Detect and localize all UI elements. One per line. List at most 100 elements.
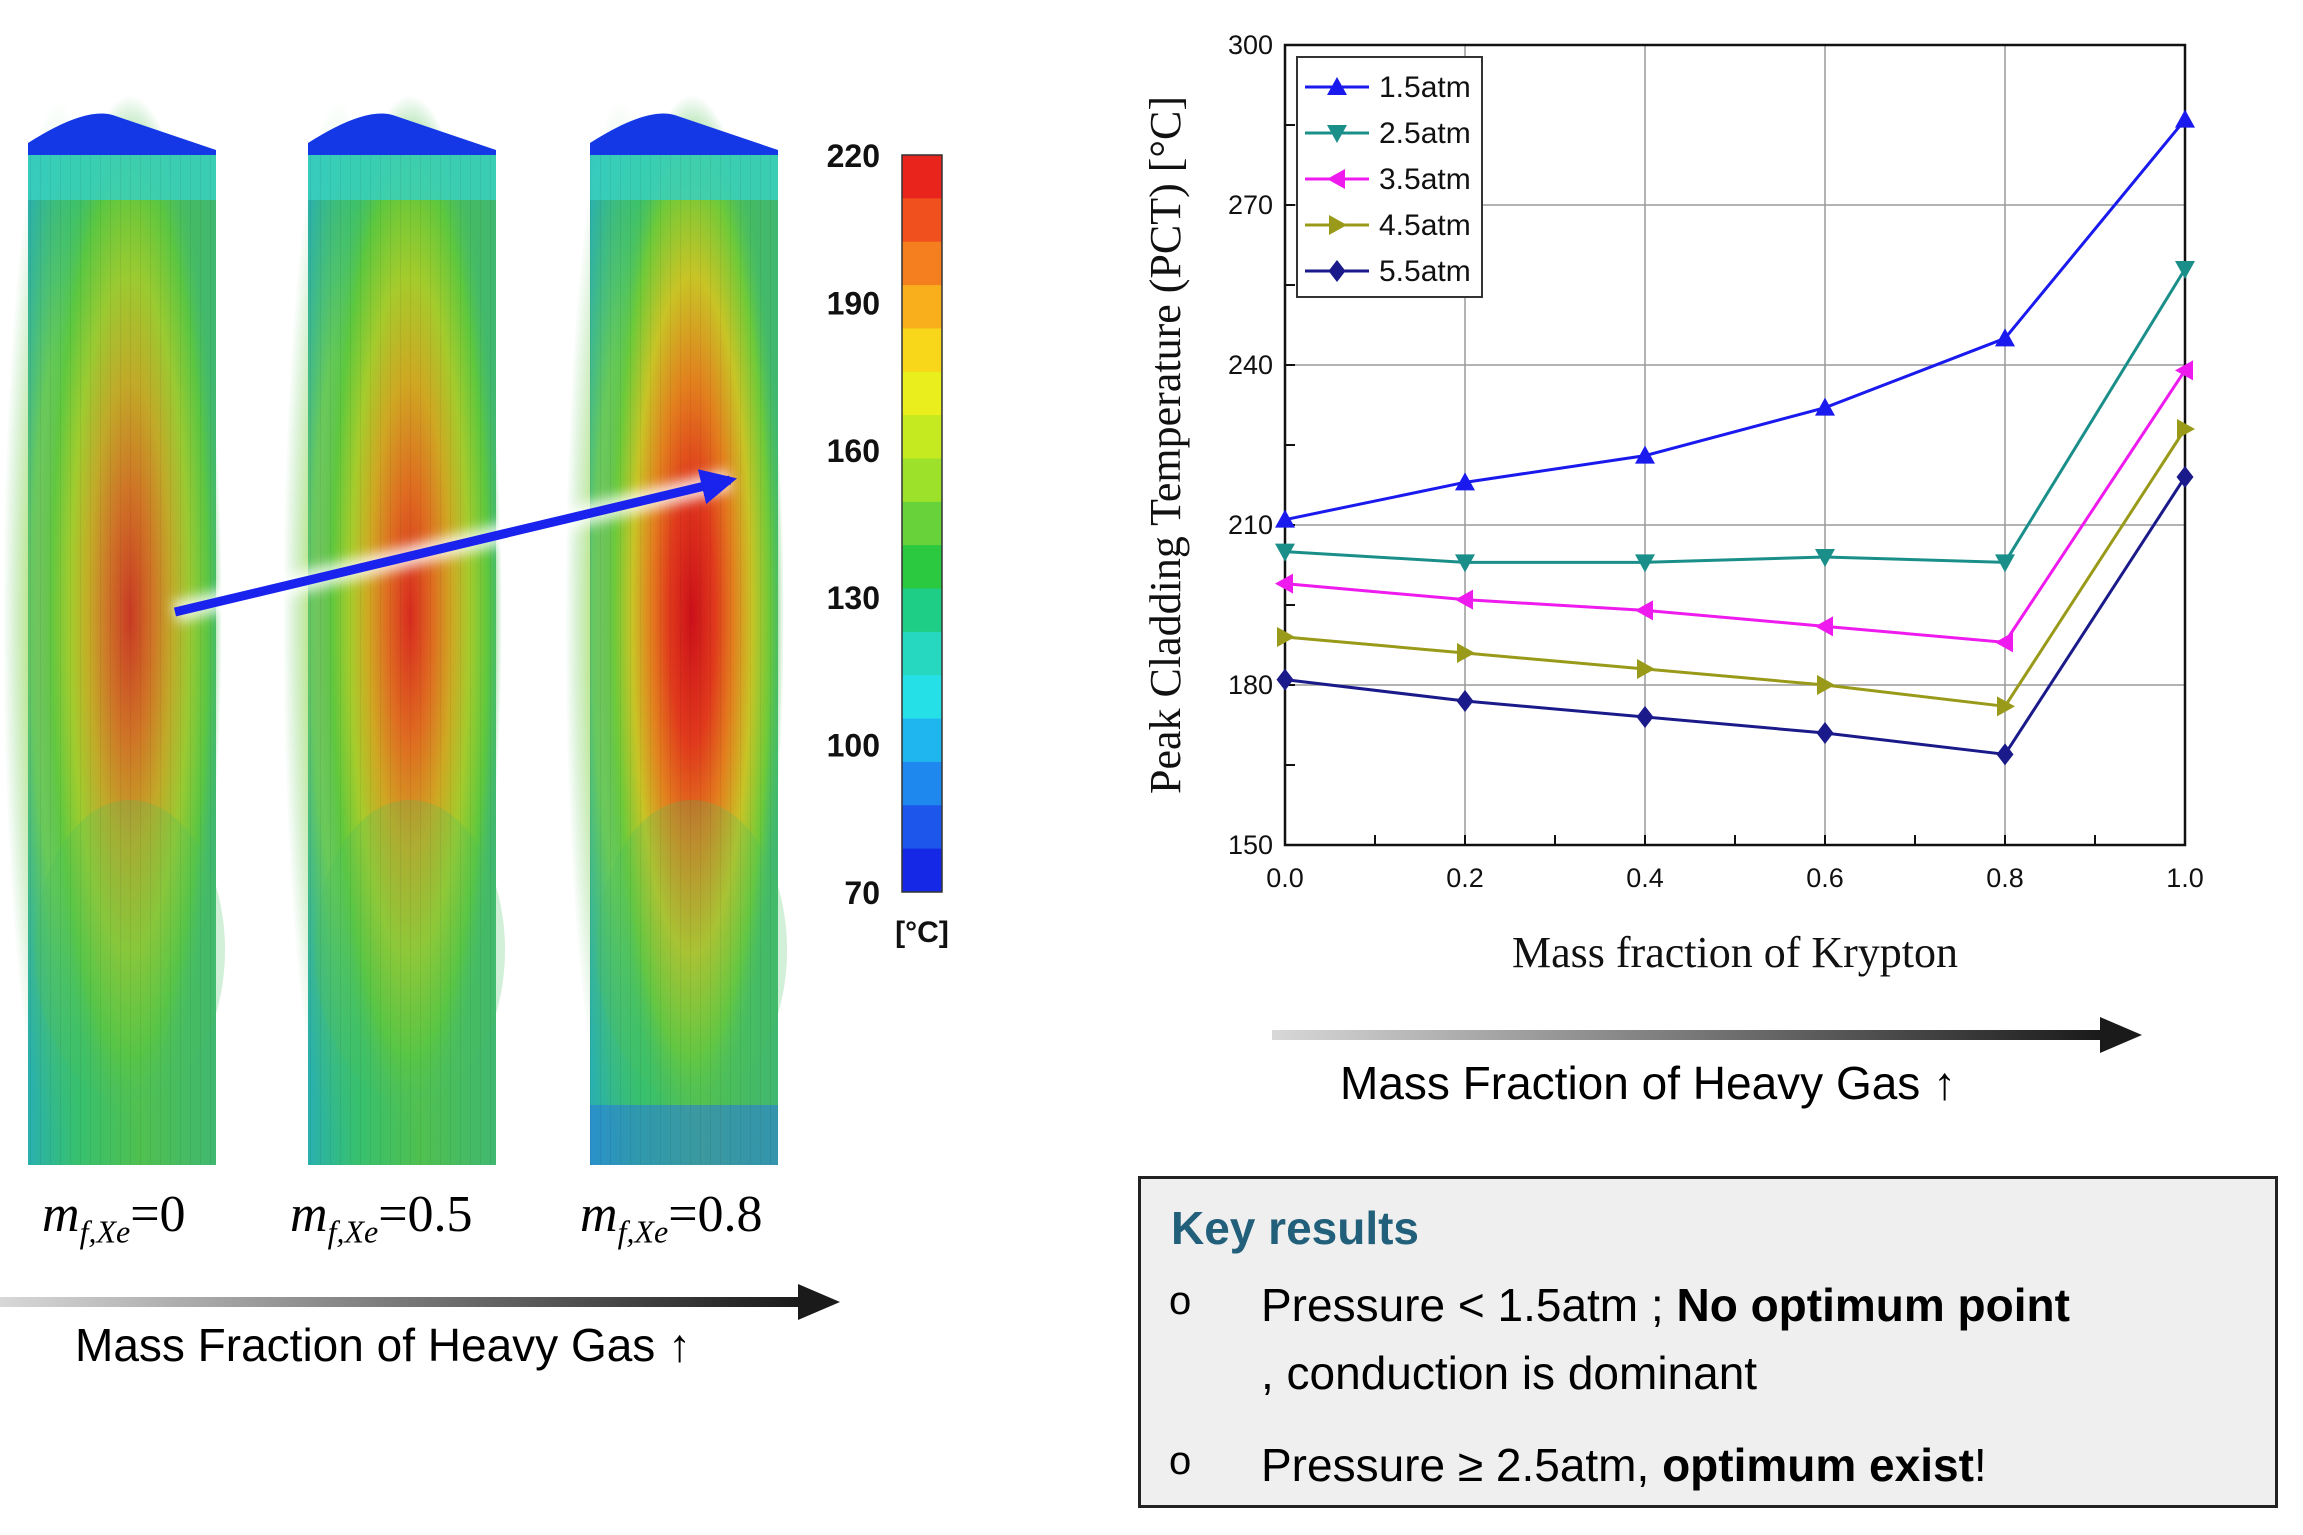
x-tick-label: 1.0 [2166,863,2204,893]
y-axis-label: Peak Cladding Temperature (PCT) [°C] [1141,96,1190,794]
series-line [1284,369,2187,644]
data-point [1815,616,1833,637]
data-point [1457,643,1475,663]
colorbar-swatch [902,761,942,806]
legend-item: 1.5atm [1305,71,1471,104]
data-point [1327,169,1345,189]
data-point [1455,554,1475,573]
trend-arrow [173,469,738,617]
colorbar-tick-label: 100 [827,728,880,764]
key-result-text: ! [1973,1439,1987,1491]
colorbar-swatch [902,718,942,763]
data-point [1635,600,1653,621]
data-point [1329,215,1347,235]
colorbar-swatch [902,415,942,459]
data-point [1997,696,2015,717]
chart-panel: 0.0 0.2 0.4 0.6 0.8 1.0 150 180 210 240 270 300 Mass… [1100,20,2303,1050]
legend-item: 5.5atm [1305,255,1471,288]
data-point [1995,554,2015,573]
data-point [1327,125,1347,143]
colorbar-tick-label: 220 [827,138,880,174]
x-tick-label: 0.8 [1986,863,2024,893]
case-label: mf,Xe=0.5 [290,1186,473,1250]
colorbar-swatch [902,675,942,720]
case-label: mf,Xe=0.8 [580,1186,763,1250]
data-point [1455,589,1473,610]
data-point [1636,706,1654,728]
colorbar-swatch [902,198,942,243]
legend-label: 4.5atm [1379,209,1471,242]
data-point [1637,659,1655,679]
colorbar: 220 190 160 130 100 70 [°C] [827,138,949,949]
colorbar-swatch [902,588,942,633]
data-point [1995,328,2015,347]
data-point [1276,668,1294,691]
x-tick-label: 0.6 [1806,863,1844,893]
key-result-text: Pressure ≥ 2.5atm, [1261,1439,1663,1491]
legend-item: 2.5atm [1305,117,1471,150]
series-line [1284,268,2187,564]
x-tick-label: 0.4 [1626,863,1664,893]
colorbar-swatch [902,241,942,286]
key-result-emphasis: No optimum point [1676,1279,2070,1331]
data-point [2175,109,2195,128]
data-point [1456,690,1474,712]
colorbar-unit-label: [°C] [895,916,949,949]
data-point [1996,743,2014,766]
right-axis-label: Mass Fraction of Heavy Gas ↑ [1340,1057,1957,1109]
contour-rod [565,95,787,1165]
right-increase-arrow [1272,1017,2142,1053]
x-tick-label: 0.2 [1446,863,1484,893]
chart-legend: 1.5atm 2.5atm 3.5atm 4.5atm 5.5atm [1296,56,1483,298]
data-point [1815,549,1835,567]
colorbar-swatch [902,805,942,850]
x-axis-label: Mass fraction of Krypton [1512,928,1958,977]
data-point [1995,632,2013,653]
legend-label: 5.5atm [1379,255,1471,288]
data-point [1327,77,1347,95]
key-result-emphasis: optimum exist [1662,1439,1974,1491]
data-point [1275,573,1293,594]
colorbar-swatch [902,371,942,416]
colorbar-tick-label: 190 [827,285,880,321]
y-tick-label: 300 [1228,30,1273,60]
colorbar-swatch [902,328,942,373]
data-point [2177,419,2195,439]
legend-label: 2.5atm [1379,117,1471,150]
bullet-marker: o [1169,1279,1192,1323]
series-1.5atm [1275,109,2195,528]
colorbar-swatch [902,458,942,503]
colorbar-swatch [902,631,942,676]
y-tick-label: 180 [1228,670,1273,700]
case-label: mf,Xe=0 [42,1186,186,1250]
data-point [2175,261,2195,279]
colorbar-tick-label: 160 [827,433,880,469]
data-point [2176,466,2194,488]
series-4.5atm [1277,419,2195,717]
series-line [1284,428,2187,708]
data-point [1635,445,1655,464]
data-point [1815,397,1835,416]
contour-panel: 220 190 160 130 100 70 [°C] mf,Xe=0 mf,Xe=0.5 mf… [0,0,1000,1400]
key-result-text: , conduction is dominant [1261,1347,1758,1399]
contour-rod [283,95,505,1165]
legend-item: 3.5atm [1305,163,1471,196]
bullet-marker: o [1169,1439,1192,1483]
series-line [1284,476,2187,756]
key-results-title: Key results [1171,1202,1420,1254]
contour-rod [3,95,225,1165]
legend-label: 3.5atm [1379,163,1471,196]
colorbar-swatch [902,501,942,546]
legend-label: 1.5atm [1379,71,1471,104]
data-point [1817,675,1835,695]
y-tick-label: 270 [1228,190,1273,220]
left-increase-arrow [0,1284,840,1320]
colorbar-swatch [902,545,942,590]
series-2.5atm [1275,261,2195,573]
y-tick-label: 210 [1228,510,1273,540]
x-tick-label: 0.0 [1266,863,1304,893]
series-5.5atm [1276,466,2194,766]
series-3.5atm [1275,360,2193,653]
colorbar-swatch [902,285,942,329]
data-point [1816,722,1834,744]
